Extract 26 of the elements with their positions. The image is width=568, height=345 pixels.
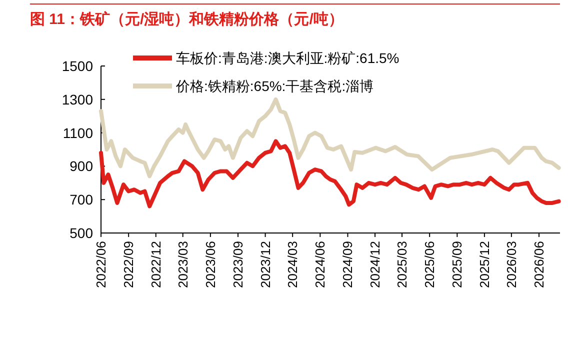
x-tick-label: 2022/12 <box>148 241 164 288</box>
x-tick-label: 2025/12 <box>476 241 492 288</box>
x-tick-label: 2022/06 <box>94 241 108 288</box>
y-tick-label: 700 <box>70 192 94 208</box>
y-tick-label: 1100 <box>62 124 94 141</box>
x-tick-label: 2026/03 <box>504 241 519 288</box>
chart-title: 图 11：铁矿（元/湿吨）和铁精粉价格（元/吨） <box>30 10 344 28</box>
y-tick-label: 1300 <box>62 91 94 108</box>
x-tick-label: 2024/09 <box>340 241 356 288</box>
legend-label: 车板价:青岛港:澳大利亚:粉矿:61.5% <box>176 50 400 66</box>
x-tick-label: 2024/03 <box>285 241 300 288</box>
x-tick-label: 2023/03 <box>175 241 190 288</box>
x-tick-label: 2022/09 <box>121 241 136 288</box>
x-tick-label: 2025/09 <box>450 241 465 288</box>
y-tick-label: 900 <box>70 158 94 174</box>
y-tick-label: 500 <box>70 225 94 241</box>
x-tick-label: 2026/06 <box>532 241 547 288</box>
x-tick-label: 2025/03 <box>394 241 410 288</box>
legend-label: 价格:铁精粉:65%:干基含税:淄博 <box>175 78 374 94</box>
x-tick-label: 2023/06 <box>202 241 218 288</box>
x-tick-label: 2024/06 <box>312 241 328 288</box>
x-tick-label: 2023/09 <box>230 241 246 288</box>
x-tick-label: 2023/12 <box>258 241 273 288</box>
x-tick-label: 2024/12 <box>368 241 383 288</box>
x-tick-label: 2025/06 <box>422 241 438 288</box>
y-tick-label: 1500 <box>62 58 94 74</box>
